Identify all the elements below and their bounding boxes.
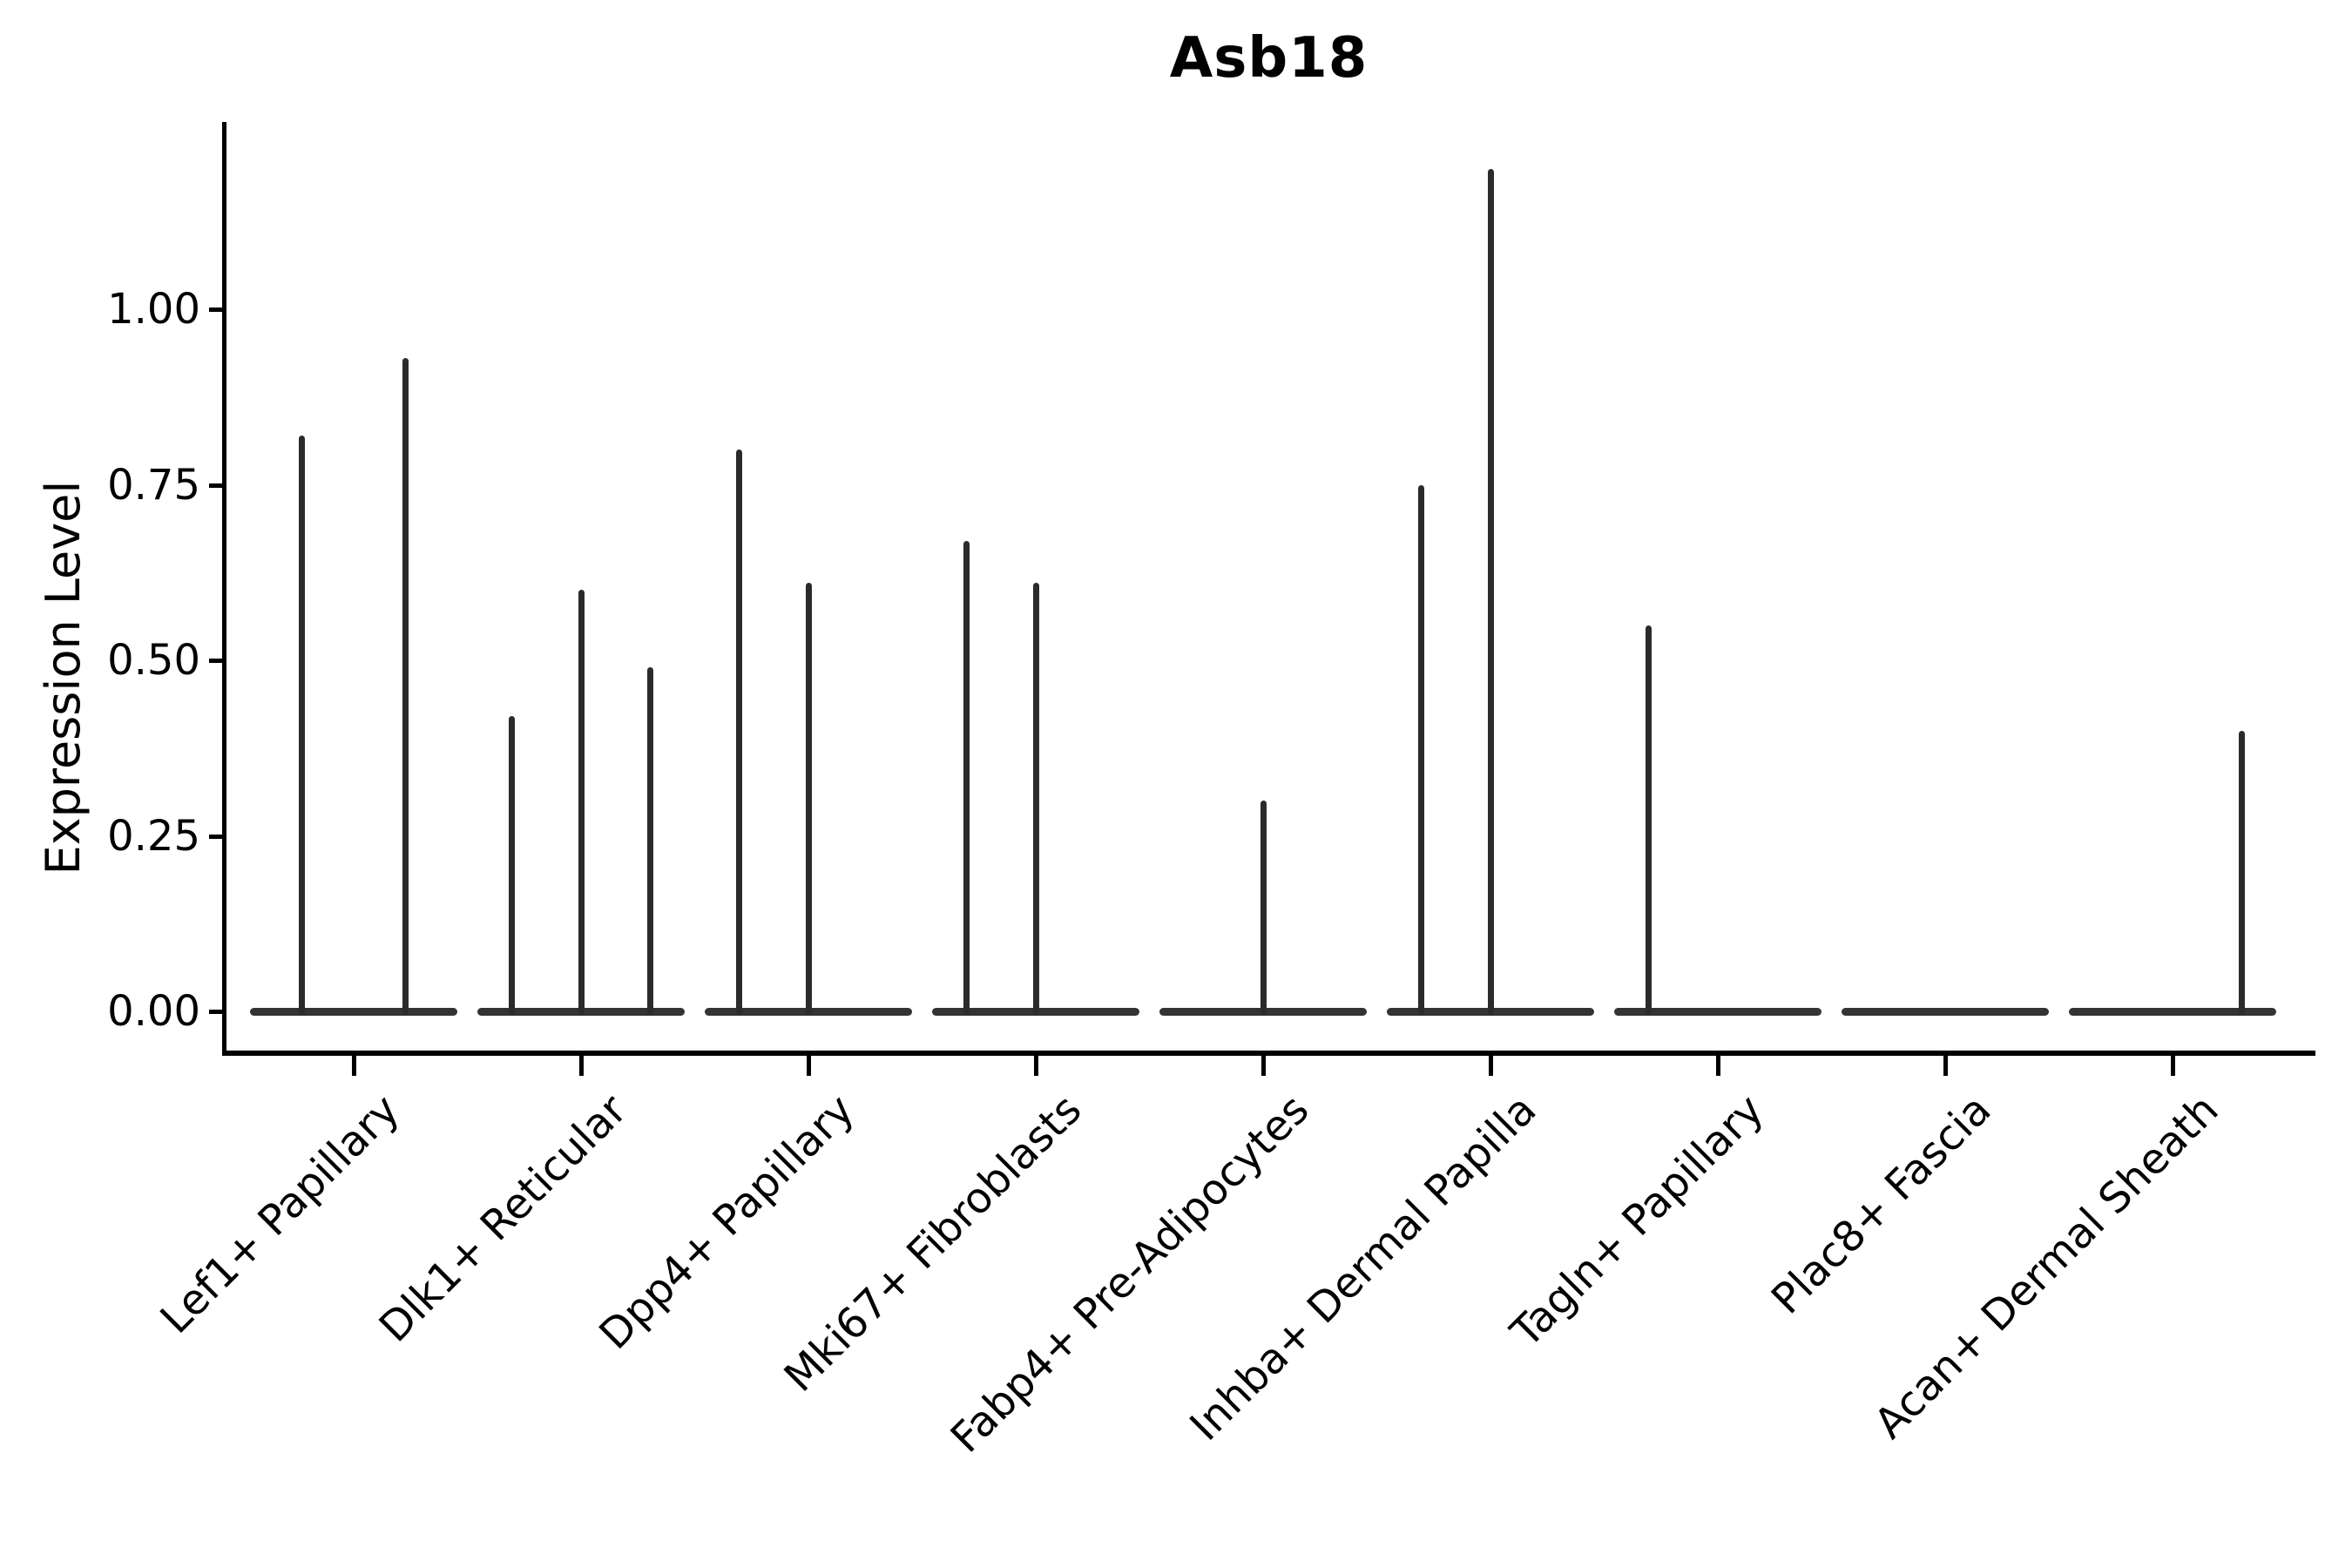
violin-spike bbox=[578, 590, 585, 1015]
y-axis-tick bbox=[209, 1010, 222, 1014]
x-axis-tick bbox=[1034, 1056, 1038, 1076]
violin-spike bbox=[805, 583, 812, 1015]
x-axis-line bbox=[222, 1051, 2315, 1056]
x-axis-tick bbox=[1716, 1056, 1720, 1076]
x-axis-tick bbox=[352, 1056, 356, 1076]
x-axis-tick bbox=[2171, 1056, 2175, 1076]
x-axis-tick bbox=[807, 1056, 811, 1076]
violin-spike bbox=[1487, 168, 1494, 1015]
x-axis-tick bbox=[1261, 1056, 1266, 1076]
y-axis-tick-label: 0.75 bbox=[107, 460, 200, 510]
violin-spike bbox=[1032, 583, 1039, 1015]
y-axis-tick bbox=[209, 659, 222, 663]
violin-spike bbox=[299, 436, 305, 1015]
x-axis-tick bbox=[1489, 1056, 1493, 1076]
y-axis-tick bbox=[209, 483, 222, 488]
violin-spike bbox=[736, 449, 743, 1015]
x-category-label: Dlk1+ Reticular bbox=[369, 1085, 637, 1352]
violin-spike bbox=[1260, 801, 1267, 1015]
violin-spike bbox=[963, 540, 970, 1015]
violin-spike bbox=[646, 667, 653, 1015]
violin-spike bbox=[509, 716, 516, 1015]
x-category-label: Tagln+ Papillary bbox=[1501, 1085, 1774, 1357]
violin-baseline bbox=[1614, 1008, 1821, 1016]
y-axis-tick-label: 0.50 bbox=[107, 636, 200, 685]
y-axis-tick-label: 1.00 bbox=[107, 285, 200, 334]
y-axis-tick-label: 0.25 bbox=[107, 811, 200, 861]
y-axis-tick-label: 0.00 bbox=[107, 987, 200, 1036]
x-category-label: Plac8+ Fascia bbox=[1761, 1085, 2001, 1324]
x-axis-tick bbox=[579, 1056, 584, 1076]
plot-title: Asb18 bbox=[1169, 26, 1369, 91]
violin-spike bbox=[2238, 730, 2245, 1015]
violin-spike bbox=[402, 358, 409, 1015]
x-category-label: Lef1+ Papillary bbox=[151, 1085, 409, 1343]
y-axis-tick bbox=[209, 308, 222, 312]
y-axis-tick bbox=[209, 834, 222, 839]
violin-baseline bbox=[2069, 1008, 2276, 1016]
violin-baseline bbox=[250, 1008, 457, 1016]
violin-spike bbox=[1418, 484, 1425, 1015]
violin-baseline bbox=[1842, 1008, 2049, 1016]
y-axis-line bbox=[222, 122, 226, 1056]
violin-spike bbox=[1646, 625, 1652, 1015]
x-axis-tick bbox=[1943, 1056, 1948, 1076]
x-category-label: Dpp4+ Papillary bbox=[590, 1085, 864, 1359]
